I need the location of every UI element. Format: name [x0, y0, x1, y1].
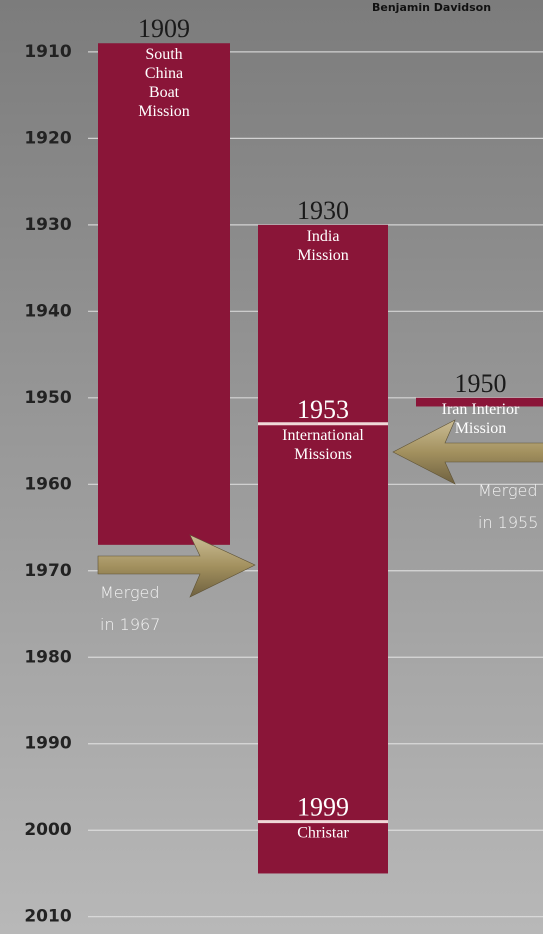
y-tick-label: 2010 — [24, 907, 71, 927]
page: 1910 1920 1930 1940 1950 1960 1970 1980 1990 2000… — [0, 0, 543, 934]
start-year: 1930 — [297, 196, 349, 225]
y-tick-label: 1960 — [24, 474, 71, 494]
credit: Benjamin Davidson — [372, 1, 491, 14]
segment-label: Mission — [297, 247, 349, 264]
merge-note: Merged — [478, 481, 538, 500]
merge-note: in 1955 — [478, 513, 538, 532]
y-tick-label: 1920 — [24, 128, 71, 148]
merge-note: Merged — [100, 583, 160, 602]
segment-label: South — [145, 46, 182, 63]
segment-label: India — [307, 228, 340, 245]
bar-segment — [258, 424, 388, 822]
segment-label: China — [145, 65, 183, 82]
y-tick-label: 1990 — [24, 734, 71, 754]
start-year: 1999 — [297, 793, 349, 822]
y-tick-label: 1950 — [24, 388, 71, 408]
y-tick-label: 1940 — [24, 301, 71, 321]
start-year: 1950 — [455, 369, 507, 398]
chart: 1910 1920 1930 1940 1950 1960 1970 1980 1990 2000… — [0, 0, 543, 934]
segment-label: Missions — [294, 446, 352, 463]
merge-note: in 1967 — [100, 615, 160, 634]
segment-label: Mission — [455, 420, 507, 437]
start-year: 1953 — [297, 395, 349, 424]
y-tick-label: 1970 — [24, 561, 71, 581]
y-tick-label: 1910 — [24, 42, 71, 62]
segment-label: International — [282, 427, 364, 444]
y-tick-label: 1930 — [24, 215, 71, 235]
y-tick-label: 1980 — [24, 647, 71, 667]
segment-label: Iran Interior — [442, 401, 520, 418]
segment-label: Mission — [138, 103, 190, 120]
segment-label: Christar — [297, 825, 349, 842]
start-year: 1909 — [138, 14, 190, 43]
y-tick-label: 2000 — [24, 820, 71, 840]
segment-label: Boat — [149, 84, 180, 101]
